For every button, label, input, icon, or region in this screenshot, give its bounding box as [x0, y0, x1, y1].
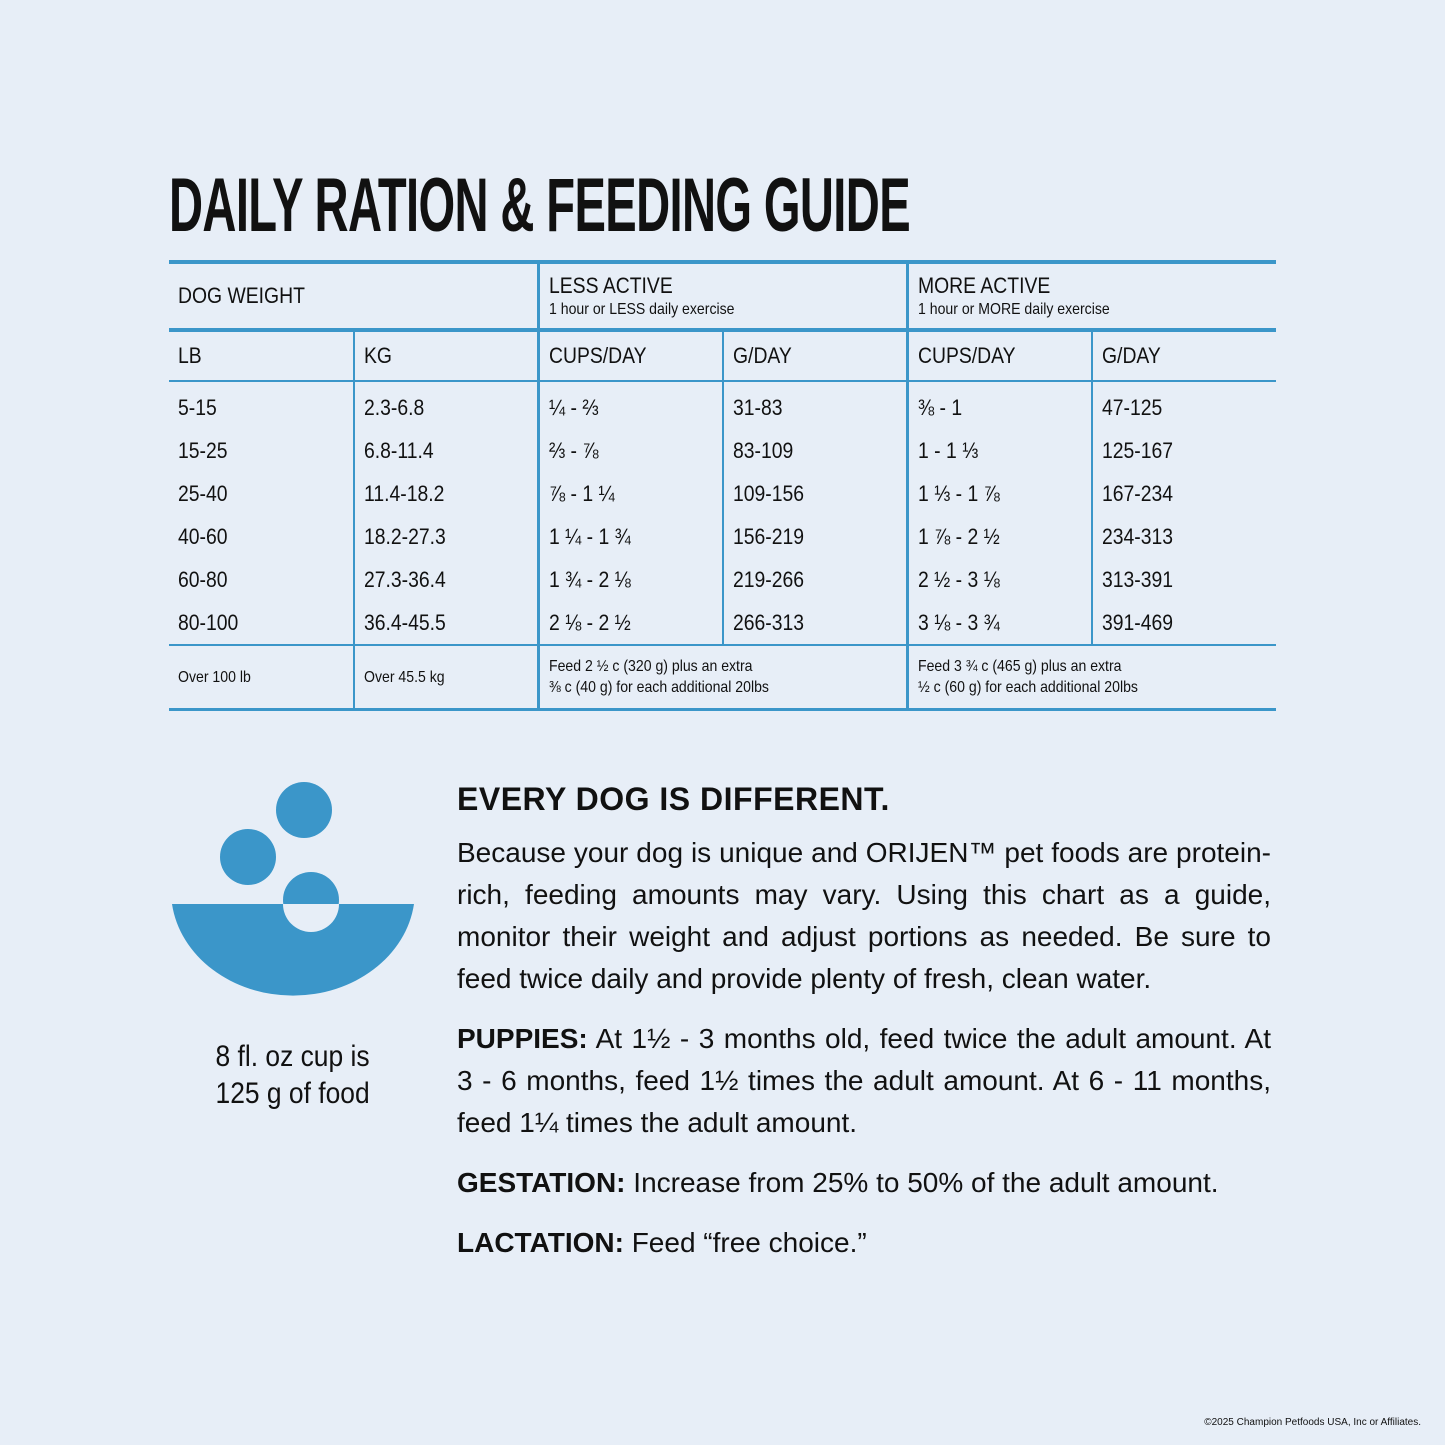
table-cell: 11.4-18.2: [352, 472, 538, 515]
table-row: 5-15 2.3-6.8 ¼ - ⅔ 31-83 ⅜ - 1 47-125: [169, 381, 1276, 429]
col-less-cups: CUPS/DAY: [536, 330, 723, 382]
table-cell: ¼ - ⅔: [536, 381, 723, 429]
table-footer-row: Over 100 lb Over 45.5 kg Feed 2 ½ c (320…: [169, 644, 1276, 711]
table-cell: 313-391: [1090, 558, 1276, 601]
table-cell: 1 ⅓ - 1 ⅞: [905, 472, 1092, 515]
table-group-header: DOG WEIGHT LESS ACTIVE 1 hour or LESS dai…: [169, 260, 1276, 332]
group-dog-weight: DOG WEIGHT: [169, 260, 538, 332]
cup-note: 8 fl. oz cup is 125 g of food: [215, 1040, 370, 1110]
table-cell: 3 ⅛ - 3 ¾: [905, 601, 1092, 645]
table-cell: 47-125: [1090, 381, 1276, 429]
info-lactation: LACTATION: Feed “free choice.”: [457, 1227, 867, 1258]
table-cell: 18.2-27.3: [352, 515, 538, 558]
table-cell: 5-15: [178, 394, 217, 420]
table-cell: 36.4-45.5: [352, 601, 538, 645]
col-lb: LB: [169, 330, 354, 382]
col-more-cups: CUPS/DAY: [905, 330, 1092, 382]
table-cell: ⅔ - ⅞: [536, 429, 723, 472]
table-cell: 6.8-11.4: [352, 429, 538, 472]
page-title: DAILY RATION & FEEDING GUIDE: [169, 163, 911, 248]
info-heading: EVERY DOG IS DIFFERENT.: [457, 781, 890, 817]
group-more-active: MORE ACTIVE 1 hour or MORE daily exercise: [905, 260, 1276, 332]
table-cell: 1 ¼ - 1 ¾: [536, 515, 723, 558]
table-cell: 2 ⅛ - 2 ½: [536, 601, 723, 645]
table-cell: 15-25: [178, 437, 228, 463]
bowl-with-kibble-icon: [172, 782, 414, 996]
footer-kg: Over 45.5 kg: [352, 644, 538, 711]
table-cell: ⅞ - 1 ¼: [536, 472, 723, 515]
table-row: 80-100 36.4-45.5 2 ⅛ - 2 ½ 266-313 3 ⅛ - 3 ¾…: [169, 601, 1276, 645]
col-more-g: G/DAY: [1090, 330, 1276, 382]
info-intro: Because your dog is unique and ORIJEN™ p…: [457, 837, 1271, 994]
group-less-active: LESS ACTIVE 1 hour or LESS daily exercise: [536, 260, 907, 332]
table-cell: 2 ½ - 3 ⅛: [905, 558, 1092, 601]
table-cell: 156-219: [721, 515, 907, 558]
col-kg: KG: [352, 330, 538, 382]
table-cell: 391-469: [1090, 601, 1276, 645]
table-cell: 219-266: [721, 558, 907, 601]
table-cell: ⅜ - 1: [905, 381, 1092, 429]
footer-more: Feed 3 ¾ c (465 g) plus an extra ½ c (60 …: [905, 644, 1276, 711]
table-cell: 266-313: [721, 601, 907, 645]
copyright: ©2025 Champion Petfoods USA, Inc or Affi…: [1204, 1417, 1421, 1428]
feeding-info: EVERY DOG IS DIFFERENT. Because your dog…: [457, 778, 1271, 1282]
table-cell: 25-40: [178, 480, 228, 506]
table-row: 15-25 6.8-11.4 ⅔ - ⅞ 83-109 1 - 1 ⅓ 125-167: [169, 429, 1276, 472]
table-column-header: LB KG CUPS/DAY G/DAY CUPS/DAY G/DAY: [169, 330, 1276, 382]
footer-lb: Over 100 lb: [169, 644, 354, 711]
table-cell: 167-234: [1090, 472, 1276, 515]
table-cell: 60-80: [178, 566, 228, 592]
table-cell: 234-313: [1090, 515, 1276, 558]
footer-less: Feed 2 ½ c (320 g) plus an extra ⅜ c (40 …: [536, 644, 907, 711]
col-less-g: G/DAY: [721, 330, 907, 382]
table-cell: 31-83: [721, 381, 907, 429]
table-cell: 125-167: [1090, 429, 1276, 472]
feeding-table: DOG WEIGHT LESS ACTIVE 1 hour or LESS dai…: [169, 260, 1276, 711]
info-puppies: PUPPIES: At 1½ - 3 months old, feed twic…: [457, 1023, 1271, 1138]
table-cell: 109-156: [721, 472, 907, 515]
table-cell: 40-60: [178, 523, 228, 549]
table-cell: 1 ¾ - 2 ⅛: [536, 558, 723, 601]
table-cell: 1 - 1 ⅓: [905, 429, 1092, 472]
table-cell: 27.3-36.4: [352, 558, 538, 601]
info-gestation: GESTATION: Increase from 25% to 50% of t…: [457, 1167, 1219, 1198]
table-cell: 80-100: [178, 609, 239, 635]
table-row: 25-40 11.4-18.2 ⅞ - 1 ¼ 109-156 1 ⅓ - 1 ⅞ 167…: [169, 472, 1276, 515]
table-cell: 2.3-6.8: [352, 381, 538, 429]
table-cell: 83-109: [721, 429, 907, 472]
table-cell: 1 ⅞ - 2 ½: [905, 515, 1092, 558]
